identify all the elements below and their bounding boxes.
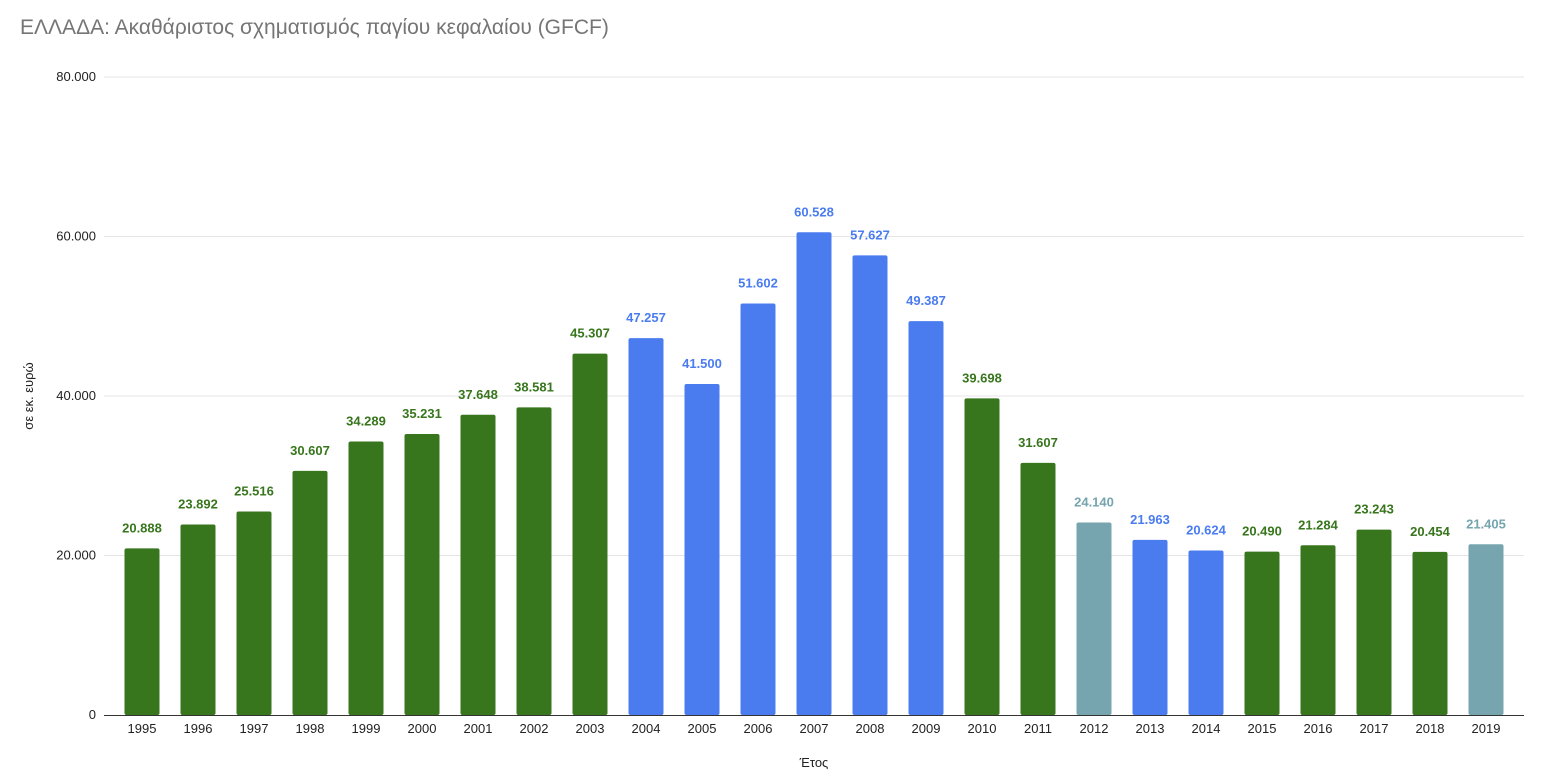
y-tick-label: 40.000: [56, 388, 96, 403]
x-tick-label: 2007: [800, 721, 829, 736]
x-tick-label: 2018: [1416, 721, 1445, 736]
data-label: 20.624: [1186, 523, 1227, 538]
x-axis-ticks: 1995 1996 1997 1998 1999 2000 2001 2002 2003 2004…: [128, 721, 1501, 736]
data-label: 21.963: [1130, 512, 1170, 527]
x-tick-label: 2009: [912, 721, 941, 736]
bar: [852, 255, 888, 715]
x-tick-label: 2001: [464, 721, 493, 736]
data-label: 45.307: [570, 326, 610, 341]
data-label: 30.607: [290, 443, 330, 458]
bar: [292, 470, 328, 715]
data-label: 23.892: [178, 496, 218, 511]
x-tick-label: 1997: [240, 721, 269, 736]
x-tick-label: 2010: [968, 721, 997, 736]
bar: [236, 511, 272, 715]
bar: [460, 414, 496, 715]
x-tick-label: 2000: [408, 721, 437, 736]
x-tick-label: 2006: [744, 721, 773, 736]
x-tick-label: 2012: [1080, 721, 1109, 736]
bar: [1468, 544, 1504, 715]
bar: [1300, 545, 1336, 715]
bar: [964, 398, 1000, 715]
x-tick-label: 1998: [296, 721, 325, 736]
data-label: 51.602: [738, 275, 778, 290]
x-tick-label: 1995: [128, 721, 157, 736]
x-tick-label: 2014: [1192, 721, 1221, 736]
bar: [684, 384, 720, 715]
data-labels: 20.888 23.892 25.516 30.607 34.289 35.231 37.6…: [122, 204, 1506, 539]
bar: [740, 303, 776, 715]
bar: [1076, 522, 1112, 715]
data-label: 20.490: [1242, 524, 1282, 539]
data-label: 49.387: [906, 293, 946, 308]
x-tick-label: 2017: [1360, 721, 1389, 736]
y-tick-label: 0: [89, 707, 96, 722]
bar: [348, 441, 384, 715]
bar: [628, 338, 664, 715]
data-label: 20.888: [122, 520, 162, 535]
x-tick-label: 2016: [1304, 721, 1333, 736]
data-label: 57.627: [850, 227, 890, 242]
bar: [796, 232, 832, 716]
x-tick-label: 2008: [856, 721, 885, 736]
data-label: 39.698: [962, 370, 1002, 385]
data-label: 37.648: [458, 387, 498, 402]
data-label: 35.231: [402, 406, 442, 421]
data-label: 41.500: [682, 356, 722, 371]
bar: [180, 524, 216, 715]
data-label: 21.405: [1466, 516, 1506, 531]
x-tick-label: 2005: [688, 721, 717, 736]
bar: [1244, 551, 1280, 715]
bar: [1188, 550, 1224, 715]
y-axis-title: σε εκ. ευρώ: [21, 362, 36, 429]
data-label: 21.284: [1298, 517, 1339, 532]
data-label: 47.257: [626, 310, 666, 325]
bar: [572, 353, 608, 715]
x-tick-label: 2013: [1136, 721, 1165, 736]
x-tick-label: 2015: [1248, 721, 1277, 736]
x-tick-label: 2019: [1472, 721, 1501, 736]
x-tick-label: 2002: [520, 721, 549, 736]
x-tick-label: 2011: [1024, 721, 1052, 736]
x-tick-label: 2003: [576, 721, 605, 736]
bar: [124, 548, 160, 715]
data-label: 38.581: [514, 379, 554, 394]
bar: [1020, 462, 1056, 715]
y-tick-label: 80.000: [56, 69, 96, 84]
bar: [516, 407, 552, 715]
x-tick-label: 1996: [184, 721, 213, 736]
y-tick-label: 60.000: [56, 229, 96, 244]
data-label: 34.289: [346, 414, 386, 429]
bar: [404, 434, 440, 715]
bar: [1356, 529, 1392, 715]
bar: [1412, 551, 1448, 715]
y-axis-ticks: 0 20.000 40.000 60.000 80.000: [56, 69, 96, 722]
data-label: 23.243: [1354, 502, 1394, 517]
y-tick-label: 20.000: [56, 548, 96, 563]
data-label: 24.140: [1074, 494, 1114, 509]
data-label: 20.454: [1410, 524, 1451, 539]
x-axis-title: Έτος: [799, 755, 829, 770]
data-label: 31.607: [1018, 435, 1058, 450]
x-tick-label: 2004: [632, 721, 661, 736]
chart-title: ΕΛΛΑΔΑ: Ακαθάριστος σχηματισμός παγίου κ…: [20, 16, 609, 39]
bar: [908, 321, 944, 715]
data-label: 60.528: [794, 204, 834, 219]
bars: [124, 232, 1504, 716]
bar: [1132, 539, 1168, 715]
x-tick-label: 1999: [352, 721, 381, 736]
data-label: 25.516: [234, 484, 274, 499]
